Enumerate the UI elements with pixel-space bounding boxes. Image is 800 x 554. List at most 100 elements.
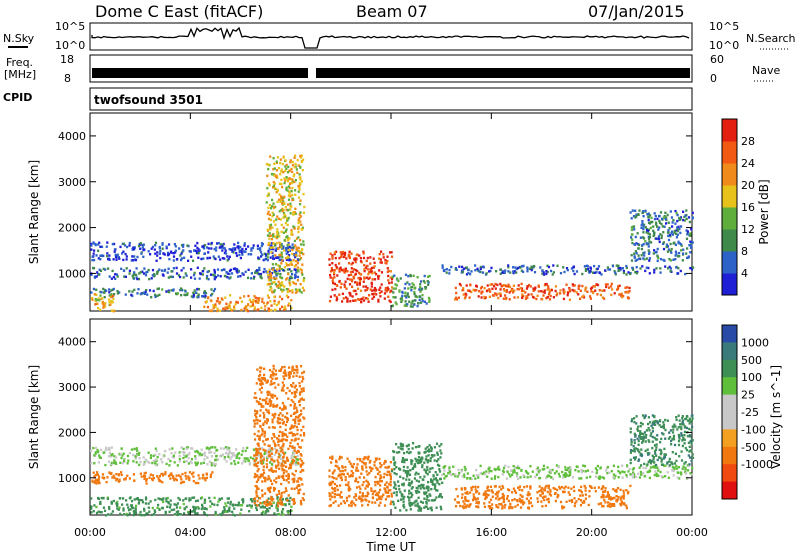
power-cell: [243, 295, 246, 298]
power-cell: [281, 255, 284, 259]
velocity-cell: [293, 449, 296, 452]
power-cell: [386, 267, 389, 270]
velocity-cell: [189, 498, 192, 501]
velocity-cell: [263, 367, 266, 370]
power-cell: [658, 219, 661, 223]
power-cell: [404, 300, 407, 303]
power-cell: [276, 156, 279, 159]
velocity-cell: [442, 466, 445, 469]
power-cell: [333, 282, 336, 286]
power-cell: [419, 290, 422, 293]
power-cell: [339, 251, 342, 254]
velocity-cell: [266, 499, 269, 502]
velocity-cell: [689, 472, 692, 475]
velocity-cell: [511, 506, 514, 509]
velocity-cell: [368, 461, 371, 464]
velocity-cell: [288, 467, 291, 470]
power-cell: [589, 270, 592, 273]
power-cell: [169, 275, 172, 279]
power-cell: [351, 285, 354, 288]
velocity-cell: [605, 469, 608, 472]
velocity-cell: [626, 465, 629, 468]
velocity-cell: [234, 503, 237, 507]
power-cell: [675, 236, 678, 239]
power-cell: [279, 244, 282, 247]
power-cell: [161, 247, 164, 250]
power-cell: [144, 274, 148, 277]
power-cell: [378, 269, 381, 272]
velocity-cell: [621, 495, 624, 498]
power-cell: [286, 189, 289, 192]
power-cell: [661, 217, 664, 221]
power-cell: [418, 298, 421, 302]
power-cell: [468, 296, 471, 299]
power-cell: [301, 273, 304, 276]
velocity-cell: [181, 472, 184, 476]
power-cell: [110, 277, 113, 280]
power-cell: [104, 302, 107, 305]
power-cell: [283, 213, 286, 216]
velocity-cell: [432, 499, 435, 502]
power-cell: [103, 288, 106, 292]
velocity-cell: [646, 470, 649, 474]
velocity-cell: [265, 408, 268, 411]
velocity-cell: [402, 477, 405, 480]
velocity-cell: [278, 369, 281, 372]
velocity-cell: [389, 489, 392, 492]
power-cell: [269, 244, 272, 247]
power-cell: [605, 285, 608, 289]
power-cell: [469, 272, 472, 276]
power-cell: [606, 283, 609, 286]
power-cell: [115, 273, 119, 276]
velocity-cell: [434, 471, 437, 474]
power-cell: [92, 242, 95, 245]
power-cell: [279, 158, 282, 161]
freq-bar: [92, 68, 308, 78]
velocity-cell: [523, 501, 526, 504]
power-cell: [234, 248, 237, 251]
velocity-cell: [115, 462, 118, 465]
power-cell: [284, 169, 287, 173]
power-cell: [99, 269, 103, 272]
power-cell: [286, 219, 289, 222]
velocity-cell: [596, 469, 599, 472]
power-cell: [98, 268, 101, 271]
velocity-cell: [108, 447, 111, 450]
velocity-cell: [567, 486, 570, 489]
power-cell: [479, 265, 482, 269]
velocity-cell: [340, 491, 343, 494]
velocity-cell: [279, 498, 282, 501]
power-cell: [123, 244, 127, 247]
velocity-cell: [335, 477, 338, 480]
power-cell: [364, 266, 367, 270]
velocity-cell: [287, 397, 290, 400]
velocity-cell: [279, 421, 282, 425]
velocity-cell: [545, 484, 548, 488]
velocity-cell: [262, 510, 265, 513]
power-cell: [213, 276, 216, 279]
power-cell: [359, 257, 362, 260]
power-cell: [199, 272, 202, 275]
velocity-cell: [262, 468, 265, 472]
power-cell: [269, 256, 272, 259]
velocity-cell: [587, 503, 590, 507]
velocity-cell: [165, 462, 168, 466]
velocity-cell: [158, 479, 161, 483]
velocity-cell: [519, 494, 522, 497]
power-cell: [260, 242, 264, 245]
velocity-cell: [410, 491, 413, 495]
velocity-cell: [384, 491, 388, 494]
power-cell: [372, 257, 375, 260]
velocity-cell: [393, 472, 396, 475]
velocity-cell: [602, 491, 605, 494]
velocity-cell: [574, 468, 577, 472]
velocity-cell: [223, 458, 226, 461]
velocity-cell: [657, 466, 660, 470]
velocity-cell: [374, 501, 377, 504]
velocity-cell: [389, 473, 392, 476]
power-cell: [516, 287, 519, 291]
velocity-cell: [362, 494, 365, 498]
power-cell: [351, 270, 354, 273]
power-cell: [292, 174, 295, 178]
velocity-cell: [293, 386, 296, 389]
